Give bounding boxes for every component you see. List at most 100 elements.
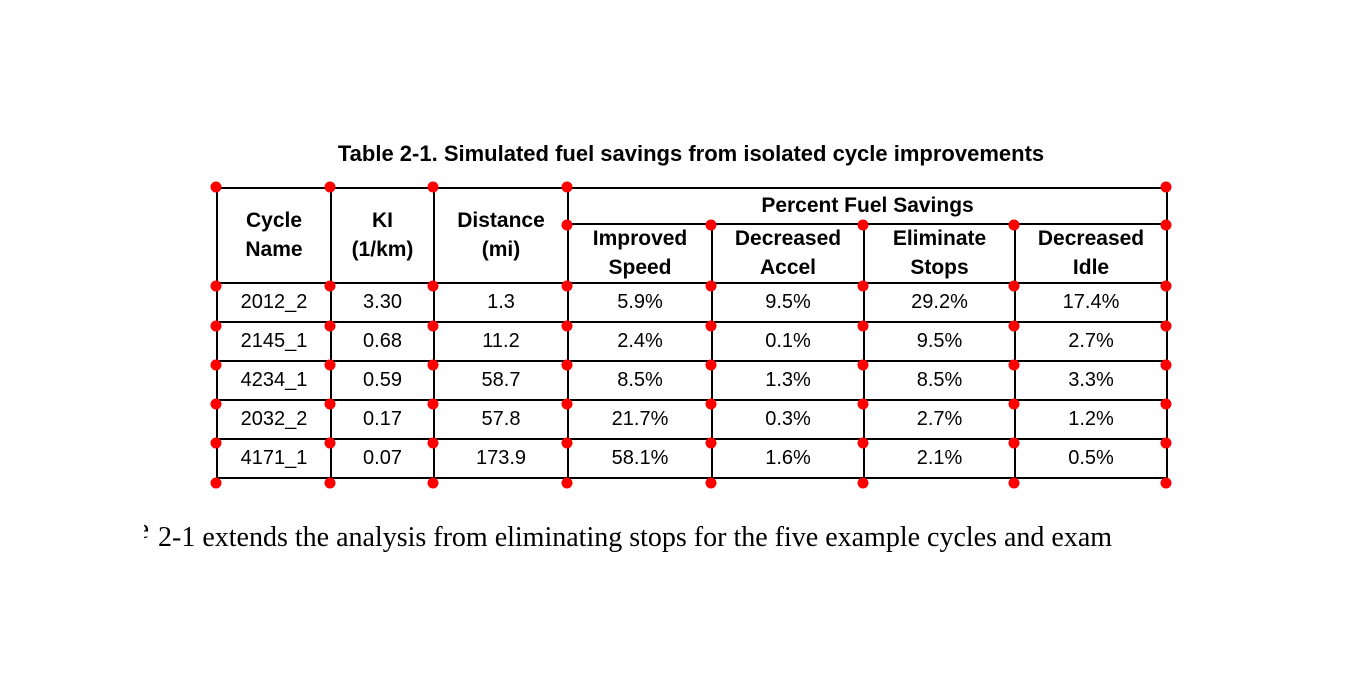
cell-improved-speed: 21.7% [567, 399, 713, 440]
table-keypoint-dot [1008, 320, 1020, 332]
table-keypoint-dot [427, 280, 439, 292]
table-keypoint-dot [210, 359, 222, 371]
table-keypoint-dot [705, 437, 717, 449]
table-keypoint-dot [427, 320, 439, 332]
cell-improved-speed: 2.4% [567, 321, 713, 362]
table-keypoint-dot [427, 477, 439, 489]
cell-improved-speed: 58.1% [567, 438, 713, 479]
cell-ki: 0.17 [330, 399, 435, 440]
table-keypoint-dot [561, 181, 573, 193]
cell-decreased-accel: 1.6% [711, 438, 865, 479]
clipped-character: e [144, 514, 149, 546]
table-keypoint-dot [1160, 219, 1172, 231]
table-keypoint-dot [1160, 320, 1172, 332]
table-keypoint-dot [324, 477, 336, 489]
cell-decreased-accel: 9.5% [711, 282, 865, 323]
cell-cycle-name: 4234_1 [216, 360, 332, 401]
table-keypoint-dot [561, 437, 573, 449]
header-improved-speed: Improved Speed [567, 223, 713, 284]
cell-decreased-idle: 17.4% [1013, 282, 1169, 323]
cell-distance: 1.3 [433, 282, 569, 323]
table-keypoint-dot [561, 320, 573, 332]
table-keypoint-dot [1008, 437, 1020, 449]
table-keypoint-dot [210, 477, 222, 489]
table-row: 4234_1 0.59 58.7 8.5% 1.3% 8.5% 3.3% [216, 360, 1169, 401]
table-caption: Table 2-1. Simulated fuel savings from i… [337, 141, 1045, 166]
body-text: 2-1 extends the analysis from eliminatin… [158, 522, 1113, 553]
cell-decreased-idle: 3.3% [1013, 360, 1169, 401]
table-keypoint-dot [1160, 437, 1172, 449]
table-keypoint-dot [427, 359, 439, 371]
cell-eliminate-stops: 29.2% [863, 282, 1016, 323]
cell-eliminate-stops: 2.1% [863, 438, 1016, 479]
cell-decreased-accel: 0.1% [711, 321, 865, 362]
table-keypoint-dot [1160, 280, 1172, 292]
table-keypoint-dot [1008, 398, 1020, 410]
table-keypoint-dot [210, 320, 222, 332]
cell-decreased-accel: 0.3% [711, 399, 865, 440]
body-text-line: e 2-1 extends the analysis from eliminati… [144, 514, 1112, 554]
cell-cycle-name: 2145_1 [216, 321, 332, 362]
cell-decreased-accel: 1.3% [711, 360, 865, 401]
table-keypoint-dot [324, 181, 336, 193]
header-decreased-accel: Decreased Accel [711, 223, 865, 284]
cell-eliminate-stops: 9.5% [863, 321, 1016, 362]
header-row-top: Cycle Name KI (1/km) Distance (mi) Perce… [216, 187, 1169, 284]
table-row: 4171_1 0.07 173.9 58.1% 1.6% 2.1% 0.5% [216, 438, 1169, 479]
table-keypoint-dot [427, 398, 439, 410]
cell-ki: 3.30 [330, 282, 435, 323]
cell-cycle-name: 2012_2 [216, 282, 332, 323]
table-keypoint-dot [857, 477, 869, 489]
table-keypoint-dot [324, 398, 336, 410]
table-keypoint-dot [857, 359, 869, 371]
table-row: 2012_2 3.30 1.3 5.9% 9.5% 29.2% 17.4% [216, 282, 1169, 323]
table-keypoint-dot [324, 280, 336, 292]
table-row: 2145_1 0.68 11.2 2.4% 0.1% 9.5% 2.7% [216, 321, 1169, 362]
cell-distance: 173.9 [433, 438, 569, 479]
table-keypoint-dot [427, 437, 439, 449]
table-keypoint-dot [705, 477, 717, 489]
cell-cycle-name: 4171_1 [216, 438, 332, 479]
table-row: 2032_2 0.17 57.8 21.7% 0.3% 2.7% 1.2% [216, 399, 1169, 440]
cell-cycle-name: 2032_2 [216, 399, 332, 440]
table-keypoint-dot [427, 181, 439, 193]
cell-eliminate-stops: 2.7% [863, 399, 1016, 440]
cell-distance: 57.8 [433, 399, 569, 440]
cell-decreased-idle: 1.2% [1013, 399, 1169, 440]
header-cycle-name: Cycle Name [216, 187, 332, 284]
table-keypoint-dot [857, 437, 869, 449]
header-percent-fuel-savings: Percent Fuel Savings [566, 187, 1169, 225]
fuel-savings-table: Cycle Name KI (1/km) Distance (mi) Perce… [216, 187, 1169, 479]
header-ki: KI (1/km) [330, 187, 435, 284]
table-keypoint-dot [705, 320, 717, 332]
table-keypoint-dot [705, 398, 717, 410]
table-keypoint-dot [857, 280, 869, 292]
table-keypoint-dot [561, 477, 573, 489]
table-keypoint-dot [324, 437, 336, 449]
cell-ki: 0.59 [330, 360, 435, 401]
table-keypoint-dot [1008, 219, 1020, 231]
table-keypoint-dot [1160, 477, 1172, 489]
header-row-sub: Improved Speed Decreased Accel Eliminate… [217, 223, 1169, 284]
table-keypoint-dot [561, 398, 573, 410]
cell-eliminate-stops: 8.5% [863, 360, 1016, 401]
table-keypoint-dot [210, 437, 222, 449]
table-keypoint-dot [705, 280, 717, 292]
header-distance: Distance (mi) [433, 187, 569, 284]
header-eliminate-stops: Eliminate Stops [863, 223, 1016, 284]
cell-decreased-idle: 2.7% [1013, 321, 1169, 362]
table-keypoint-dot [324, 359, 336, 371]
table-keypoint-dot [857, 219, 869, 231]
table-keypoint-dot [210, 280, 222, 292]
cell-distance: 11.2 [433, 321, 569, 362]
table-keypoint-dot [705, 359, 717, 371]
table-keypoint-dot [210, 181, 222, 193]
table-keypoint-dot [210, 398, 222, 410]
cell-distance: 58.7 [433, 360, 569, 401]
table-keypoint-dot [857, 398, 869, 410]
cell-decreased-idle: 0.5% [1013, 438, 1169, 479]
table-keypoint-dot [1160, 398, 1172, 410]
table-keypoint-dot [561, 280, 573, 292]
table-keypoint-dot [857, 320, 869, 332]
header-decreased-idle: Decreased Idle [1013, 223, 1169, 284]
